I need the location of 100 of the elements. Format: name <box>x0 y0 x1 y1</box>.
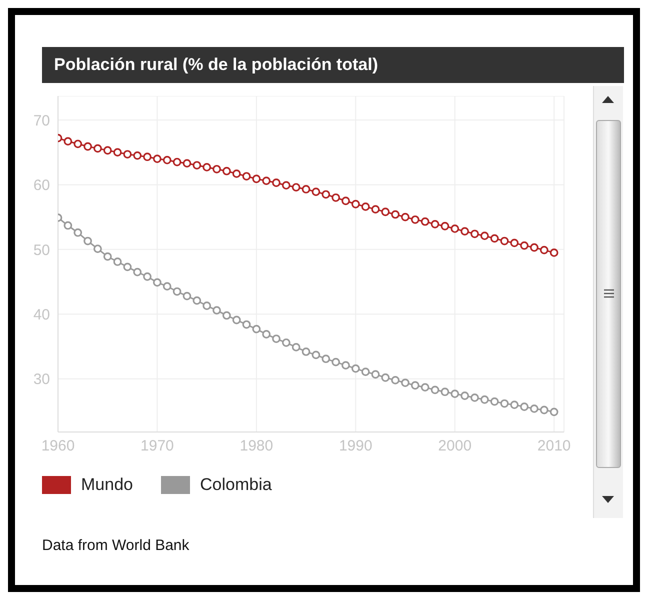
point <box>212 164 221 174</box>
point <box>93 144 102 153</box>
point <box>440 388 450 396</box>
point <box>351 364 360 373</box>
x-tick-label: 1960 <box>41 438 75 455</box>
point <box>282 338 290 347</box>
point <box>332 358 340 366</box>
point <box>440 222 450 230</box>
point <box>242 320 251 329</box>
point <box>510 238 519 248</box>
point <box>550 248 558 257</box>
point <box>420 383 430 392</box>
point <box>381 208 390 216</box>
point <box>361 202 370 211</box>
y-tick-label: 30 <box>33 371 50 388</box>
point <box>113 148 122 157</box>
point <box>292 183 300 192</box>
point <box>232 316 241 324</box>
chart-title: Población rural (% de la población total) <box>42 47 624 83</box>
point <box>371 370 380 379</box>
point <box>74 140 82 148</box>
point <box>460 392 469 400</box>
x-tick-label: 1990 <box>338 438 372 455</box>
x-tick-label: 2000 <box>438 438 472 455</box>
point <box>93 244 102 253</box>
point <box>202 163 212 172</box>
point <box>550 408 558 416</box>
point <box>450 224 460 233</box>
point <box>401 378 410 387</box>
x-tick-label: 1980 <box>240 438 274 455</box>
point <box>420 217 430 226</box>
point <box>490 397 499 406</box>
x-tick-label: 2010 <box>537 438 571 455</box>
point <box>74 228 82 237</box>
point <box>540 246 548 254</box>
point <box>143 152 152 162</box>
point <box>172 287 182 296</box>
point <box>322 190 330 199</box>
point <box>282 181 290 190</box>
point <box>302 348 310 356</box>
point <box>222 166 231 176</box>
point <box>490 234 499 243</box>
point <box>342 196 350 206</box>
point <box>470 230 479 238</box>
point <box>64 137 72 146</box>
point <box>123 262 132 272</box>
point <box>302 185 310 194</box>
point <box>312 350 320 360</box>
point <box>162 282 172 291</box>
point <box>470 393 479 402</box>
point <box>153 154 162 163</box>
y-tick-label: 40 <box>33 306 50 324</box>
point <box>212 306 221 314</box>
point <box>322 354 330 364</box>
point <box>530 404 538 413</box>
point <box>103 146 112 155</box>
point <box>391 210 400 219</box>
point <box>410 215 420 224</box>
point <box>520 241 529 250</box>
point <box>182 292 192 300</box>
point <box>342 361 350 370</box>
legend-label: Colombia <box>200 475 272 495</box>
point <box>262 330 271 338</box>
point <box>480 232 489 240</box>
point <box>450 390 460 398</box>
point <box>312 188 320 196</box>
point <box>84 142 92 151</box>
point <box>252 174 261 184</box>
point <box>430 386 440 394</box>
point <box>113 258 122 266</box>
y-tick-label: 50 <box>33 242 50 259</box>
point <box>371 205 380 214</box>
point <box>332 193 340 202</box>
point <box>192 161 202 170</box>
point <box>133 151 142 160</box>
point <box>123 150 132 158</box>
y-tick-label: 60 <box>33 177 50 194</box>
legend-label: Mundo <box>81 475 133 495</box>
point <box>272 334 280 343</box>
point <box>232 169 241 178</box>
point <box>430 220 440 228</box>
point <box>500 236 509 246</box>
point <box>222 311 231 320</box>
point <box>391 376 400 384</box>
x-tick-label: 1970 <box>140 438 174 455</box>
point <box>262 176 271 186</box>
point <box>252 324 261 334</box>
point <box>361 368 370 376</box>
point <box>192 296 202 305</box>
point <box>143 272 152 281</box>
point <box>103 252 112 261</box>
point <box>153 278 162 287</box>
point <box>540 406 548 414</box>
point <box>84 236 92 246</box>
text: Data from World Bank <box>42 537 190 554</box>
point <box>292 342 300 352</box>
point <box>401 212 410 222</box>
point <box>272 178 280 187</box>
point <box>480 395 489 404</box>
y-tick-label: 70 <box>33 112 50 130</box>
